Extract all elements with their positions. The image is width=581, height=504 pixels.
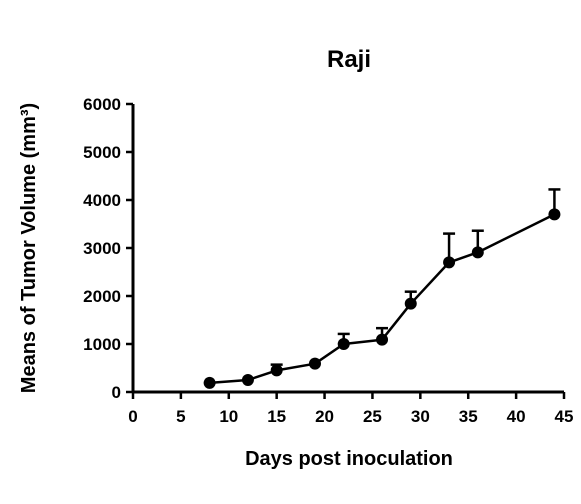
x-tick-label: 5	[176, 407, 185, 426]
y-tick-label: 3000	[83, 239, 121, 258]
error-bars	[270, 188, 561, 371]
y-tick-label: 6000	[83, 95, 121, 114]
series-lines	[209, 213, 555, 385]
x-tick-label: 30	[411, 407, 430, 426]
chart-title: Raji	[327, 46, 371, 73]
axes: 0 5 10 15 20 25 30 35 40 45 0 1000 2000 3000 4000 5000 6…	[83, 95, 573, 426]
data-point	[443, 256, 456, 269]
y-tick-label: 0	[112, 383, 121, 402]
data-point	[308, 357, 321, 370]
data-point	[203, 376, 216, 389]
data-point	[270, 364, 283, 377]
x-axis-label: Days post inoculation	[245, 448, 453, 470]
x-tick-label: 45	[555, 407, 574, 426]
series-line	[209, 213, 555, 385]
x-tick-label: 20	[315, 407, 334, 426]
y-tick-label: 4000	[83, 191, 121, 210]
x-tick-label: 25	[363, 407, 382, 426]
y-tick-label: 5000	[83, 143, 121, 162]
x-tick-label: 35	[459, 407, 478, 426]
data-point	[404, 297, 417, 310]
x-tick-label: 0	[128, 407, 137, 426]
data-point	[337, 338, 350, 350]
data-point	[376, 333, 389, 346]
x-tick-label: 10	[219, 407, 238, 426]
y-axis-label: Means of Tumor Volume (mm³)	[18, 103, 40, 393]
data-point	[548, 208, 561, 221]
data-point	[471, 246, 484, 259]
y-tick-label: 2000	[83, 287, 121, 306]
y-tick-label: 1000	[83, 335, 121, 354]
x-tick-label: 40	[507, 407, 526, 426]
x-tick-label: 15	[267, 407, 286, 426]
data-points	[203, 208, 561, 389]
data-point	[241, 374, 254, 386]
